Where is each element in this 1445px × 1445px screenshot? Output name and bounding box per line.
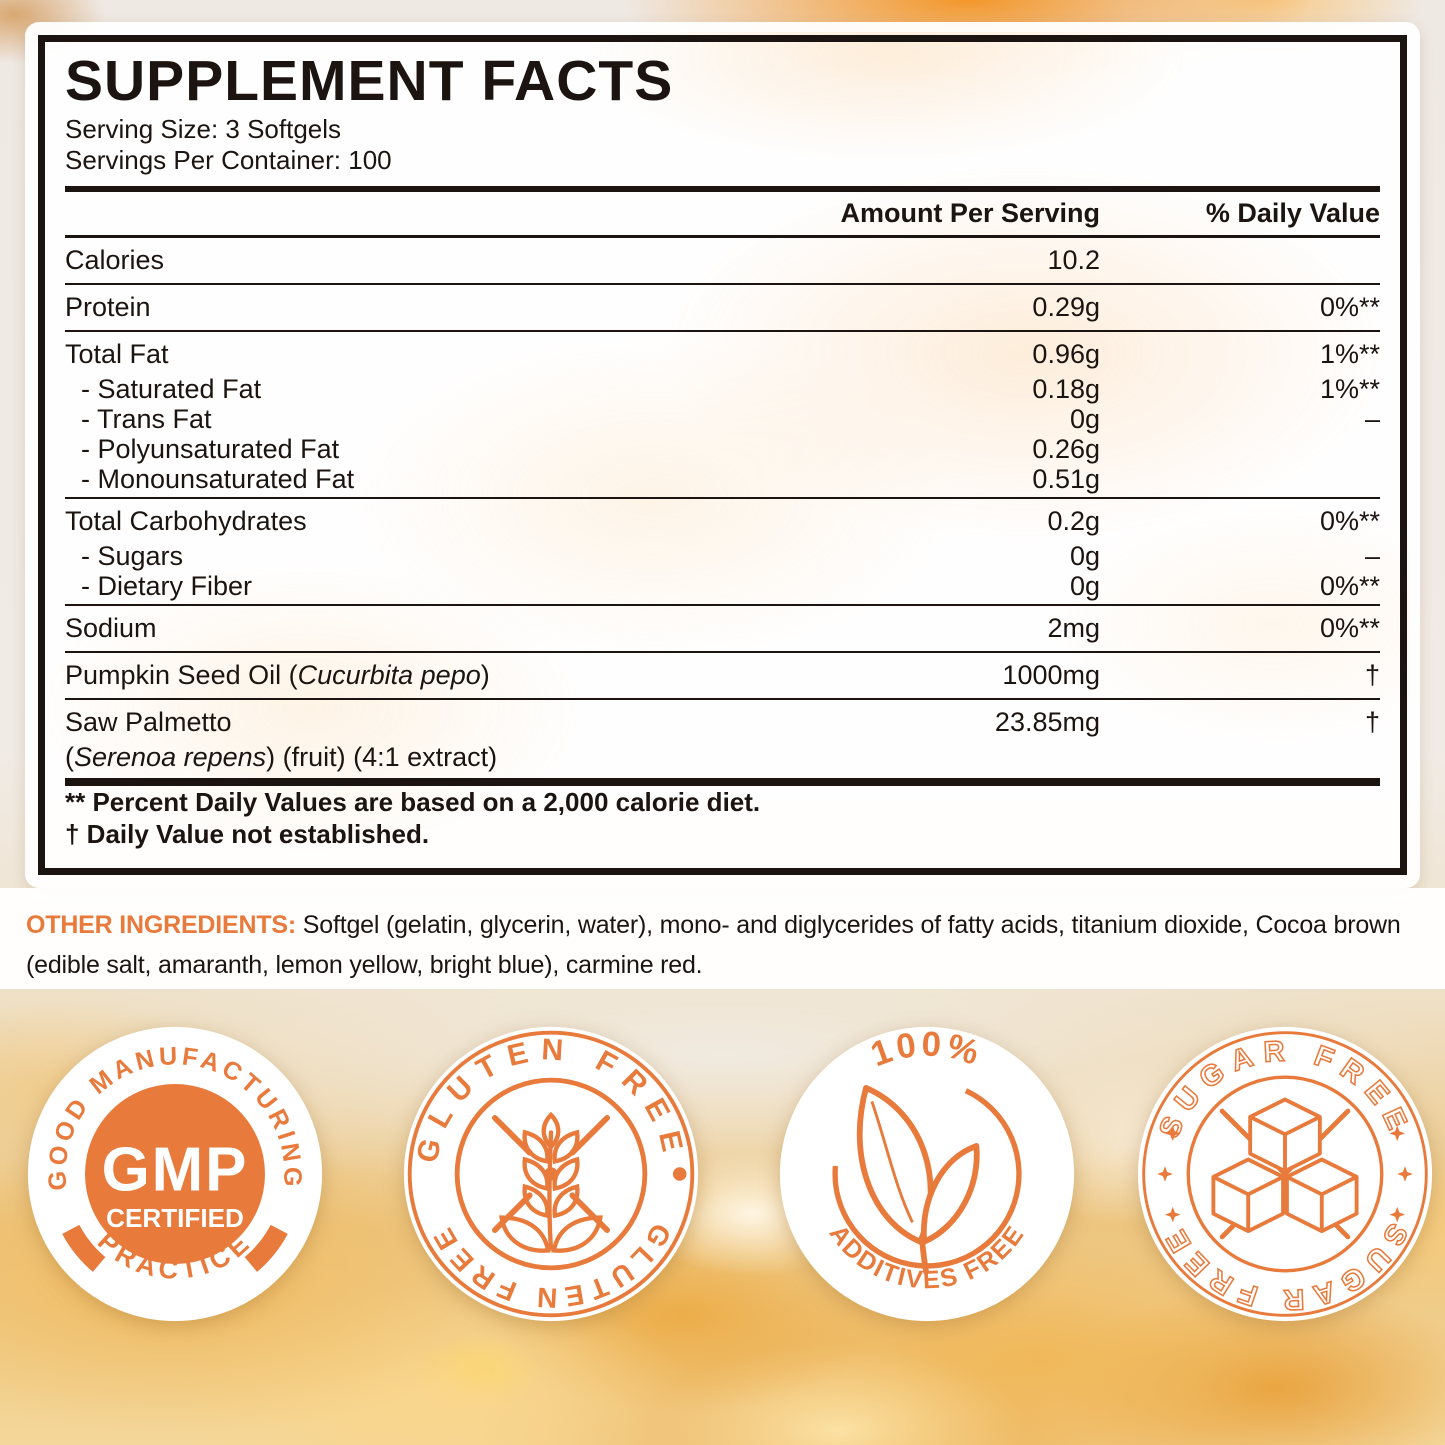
nutrition-row: - Dietary Fiber 0g 0%**	[65, 571, 1380, 601]
divider-thick	[65, 186, 1380, 192]
gmp-center-text: GMP	[102, 1135, 249, 1204]
additives-free-badge-icon: 100% ADDITIVES FREE	[779, 1024, 1075, 1322]
nutrition-row: Pumpkin Seed Oil (Cucurbita pepo) 1000mg †	[65, 656, 1380, 695]
badge-sugar-free: SUGAR FREE SUGAR FREE	[1135, 1024, 1435, 1324]
nutrient-daily-value: †	[1364, 707, 1380, 737]
wheat-icon	[499, 1111, 603, 1253]
nutrition-table: Calories 10.2 Protein 0.29g 0%** Total Fat 0.9…	[65, 238, 1380, 776]
nutrient-amount: 0.2g	[1047, 506, 1100, 536]
nutrition-row: Total Carbohydrates 0.2g 0%**	[65, 502, 1380, 541]
sprout-leaf-icon	[832, 1084, 1022, 1275]
badge-gmp-certified: GOOD MANUFACTURING PRACTICE GMP CERTIFIE…	[25, 1024, 325, 1324]
right-dot	[672, 1167, 687, 1181]
nutrient-amount: 23.85mg	[994, 707, 1100, 737]
nutrient-name: - Trans Fat	[81, 404, 212, 434]
nutrient-name: Calories	[65, 245, 165, 275]
nutrient-amount: 0g	[1069, 541, 1100, 571]
nutrition-row: - Saturated Fat 0.18g 1%**	[65, 374, 1380, 404]
nutrition-group: Total Carbohydrates 0.2g 0%** - Sugars 0g – - …	[65, 499, 1380, 606]
nutrition-row: Sodium 2mg 0%**	[65, 609, 1380, 648]
nutrition-group: Total Fat 0.96g 1%** - Saturated Fat 0.18g 1%…	[65, 332, 1380, 499]
nutrition-row: - Trans Fat 0g –	[65, 404, 1380, 434]
star-decorations	[1157, 1125, 1413, 1223]
other-ingredients-text: Softgel (gelatin, glycerin, water), mono…	[26, 911, 1401, 979]
supplement-facts-panel: SUPPLEMENT FACTS Serving Size: 3 Softgel…	[25, 22, 1420, 888]
gmp-badge-icon: GOOD MANUFACTURING PRACTICE GMP CERTIFIE…	[27, 1026, 323, 1322]
nutrient-name: - Monounsaturated Fat	[81, 464, 355, 494]
nutrient-amount: 0.29g	[1032, 292, 1100, 322]
sugar-cubes-crossed-icon	[1211, 1097, 1359, 1240]
nutrient-daily-value: †	[1364, 660, 1380, 690]
nutrition-row: Protein 0.29g 0%**	[65, 288, 1380, 327]
nutrient-amount: 0.51g	[1032, 464, 1100, 494]
nutrition-row: - Polyunsaturated Fat 0.26g	[65, 434, 1380, 464]
nutrition-group: Pumpkin Seed Oil (Cucurbita pepo) 1000mg †	[65, 653, 1380, 700]
nutrient-daily-value: 0%**	[1319, 506, 1380, 536]
divider-heavy	[65, 778, 1380, 786]
serving-size: Serving Size: 3 Softgels	[65, 114, 342, 144]
nutrition-group: Protein 0.29g 0%**	[65, 285, 1380, 332]
nutrient-amount: 0g	[1069, 404, 1100, 434]
column-header-dv: % Daily Value	[1205, 198, 1380, 228]
nutrient-name: Pumpkin Seed Oil (Cucurbita pepo)	[65, 660, 490, 690]
nutrient-name-line2: (Serenoa repens) (fruit) (4:1 extract)	[65, 742, 498, 772]
badge-additives-free: 100% ADDITIVES FREE	[777, 1024, 1077, 1324]
nutrient-daily-value: 0%**	[1319, 292, 1380, 322]
nutrient-name: Protein	[65, 292, 151, 322]
crossed-out-lines	[491, 1114, 611, 1234]
table-header: Amount Per Serving % Daily Value	[65, 192, 1380, 238]
nutrition-group: Sodium 2mg 0%**	[65, 606, 1380, 653]
column-header-amount: Amount Per Serving	[840, 198, 1100, 228]
page-title: SUPPLEMENT FACTS	[65, 49, 674, 113]
nutrient-name: - Polyunsaturated Fat	[81, 434, 340, 464]
nutrient-amount: 2mg	[1047, 613, 1100, 643]
nutrient-name: - Saturated Fat	[81, 374, 262, 404]
nutrient-name: - Dietary Fiber	[81, 571, 253, 601]
column-header-spacer	[65, 192, 810, 235]
gluten-free-badge-icon: GLUTEN FREE GLUTEN FREE	[403, 1026, 699, 1322]
nutrient-daily-value: –	[1364, 404, 1380, 434]
nutrient-amount: 10.2	[1047, 245, 1100, 275]
nutrition-row: Calories 10.2	[65, 241, 1380, 280]
certification-badges: GOOD MANUFACTURING PRACTICE GMP CERTIFIE…	[0, 1024, 1445, 1326]
nutrient-amount: 0g	[1069, 571, 1100, 601]
panel-border: SUPPLEMENT FACTS Serving Size: 3 Softgel…	[38, 35, 1407, 875]
nutrition-row: - Sugars 0g –	[65, 541, 1380, 571]
other-ingredients-section: OTHER INGREDIENTS: Softgel (gelatin, gly…	[0, 888, 1445, 989]
nutrient-amount: 0.96g	[1032, 339, 1100, 369]
nutrient-amount: 0.26g	[1032, 434, 1100, 464]
servings-per-container: Servings Per Container: 100	[65, 145, 392, 175]
nutrient-daily-value: 0%**	[1319, 613, 1380, 643]
nutrient-daily-value: 1%**	[1319, 374, 1380, 404]
nutrient-name: Total Carbohydrates	[65, 506, 307, 536]
nutrient-daily-value: –	[1364, 541, 1380, 571]
nutrition-row-line2: (Serenoa repens) (fruit) (4:1 extract)	[65, 742, 1380, 773]
nutrition-group: Calories 10.2	[65, 238, 1380, 285]
nutrient-amount: 0.18g	[1032, 374, 1100, 404]
nutrient-daily-value: 1%**	[1319, 339, 1380, 369]
footnote-percent-dv: ** Percent Daily Values are based on a 2…	[65, 787, 761, 817]
nutrition-group: Saw Palmetto 23.85mg † (Serenoa repens) (fr…	[65, 700, 1380, 776]
footnote-dagger: † Daily Value not established.	[65, 819, 430, 849]
gmp-certified-text: CERTIFIED	[106, 1203, 244, 1233]
nutrition-row: Saw Palmetto 23.85mg †	[65, 703, 1380, 742]
nutrition-row: Total Fat 0.96g 1%**	[65, 335, 1380, 374]
nutrient-name: - Sugars	[81, 541, 184, 571]
nutrient-name: Sodium	[65, 613, 157, 643]
other-ingredients-label: OTHER INGREDIENTS:	[26, 911, 297, 939]
other-ingredients-paragraph: OTHER INGREDIENTS: Softgel (gelatin, gly…	[26, 905, 1419, 985]
sugar-free-badge-icon: SUGAR FREE SUGAR FREE	[1137, 1026, 1433, 1322]
nutrition-row: - Monounsaturated Fat 0.51g	[65, 464, 1380, 494]
nutrient-name: Saw Palmetto	[65, 707, 232, 737]
nutrient-amount: 1000mg	[1002, 660, 1100, 690]
badge-gluten-free: GLUTEN FREE GLUTEN FREE	[401, 1024, 701, 1324]
nutrient-name: Total Fat	[65, 339, 169, 369]
nutrient-daily-value: 0%**	[1319, 571, 1380, 601]
